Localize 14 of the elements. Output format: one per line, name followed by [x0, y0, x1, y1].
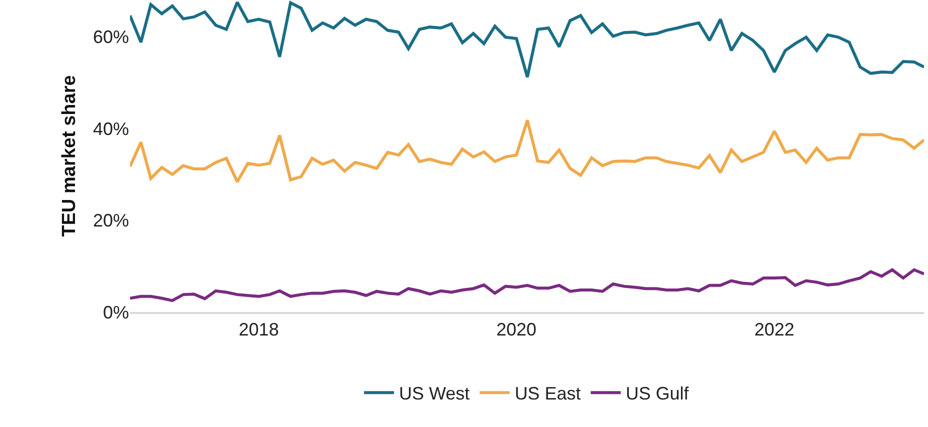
- y-tick-label: 20%: [92, 210, 129, 231]
- legend-label: US West: [399, 384, 470, 404]
- y-tick-label: 40%: [92, 118, 129, 139]
- x-tick-label: 2022: [754, 320, 794, 340]
- x-tick-label: 2020: [496, 320, 536, 340]
- legend-label: US East: [514, 384, 581, 404]
- y-axis-title: TEU market share: [58, 75, 80, 237]
- line-series: [130, 0, 924, 79]
- x-tick-label: 2018: [238, 320, 279, 340]
- line-series: [130, 268, 924, 302]
- legend-label: US Gulf: [626, 384, 690, 404]
- y-tick-label: 60%: [92, 27, 129, 48]
- y-tick-label: 0%: [102, 302, 129, 322]
- line-series: [130, 118, 924, 184]
